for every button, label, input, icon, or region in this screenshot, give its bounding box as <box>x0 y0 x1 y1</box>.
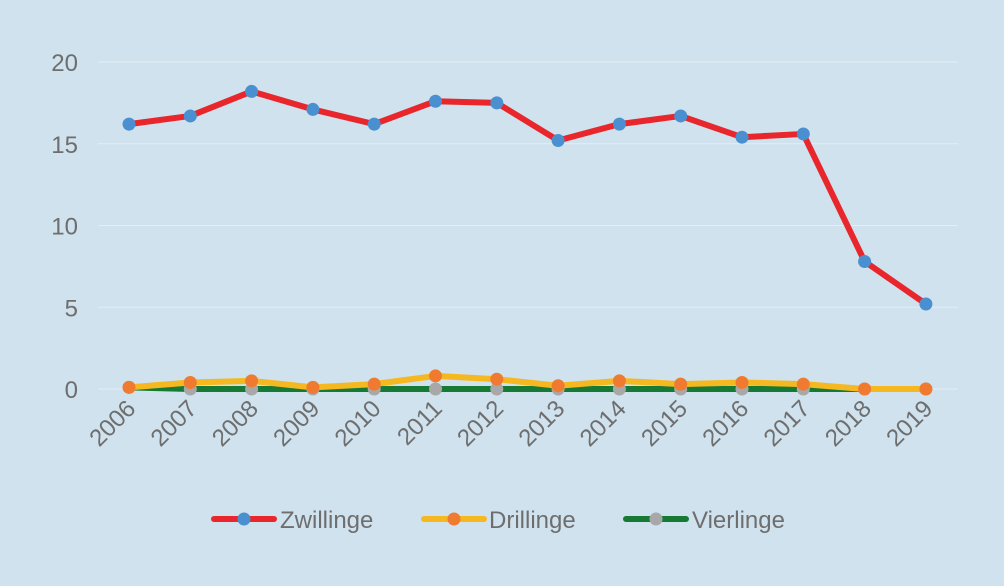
x-tick-label: 2009 <box>268 395 325 452</box>
x-tick-label: 2010 <box>330 395 387 452</box>
x-axis-tick-labels: 2006 2007 2008 2009 2010 2011 2012 2013 2014 2015… <box>84 395 938 452</box>
legend-label: Zwillinge <box>280 507 373 534</box>
data-point <box>612 117 626 131</box>
x-tick-label: 2013 <box>513 395 570 452</box>
data-point <box>122 380 136 394</box>
x-tick-label: 2008 <box>207 395 264 452</box>
x-tick-label: 2016 <box>697 395 754 452</box>
legend-marker <box>649 512 663 526</box>
y-tick-label: 5 <box>65 295 78 322</box>
data-point <box>122 117 136 131</box>
data-point <box>490 372 504 386</box>
y-tick-label: 15 <box>51 132 78 159</box>
series-line <box>126 384 929 392</box>
data-point <box>429 94 442 108</box>
data-point <box>551 379 565 393</box>
data-point <box>490 96 504 110</box>
grid-lines <box>98 61 958 390</box>
series-line <box>126 88 929 307</box>
legend-item-vierlinge: Vierlinge <box>623 507 785 534</box>
data-point <box>674 109 688 123</box>
legend-label: Vierlinge <box>692 507 785 534</box>
legend-marker <box>447 512 461 526</box>
legend-label: Drillinge <box>489 507 576 534</box>
data-point <box>858 382 872 396</box>
data-point <box>429 369 442 383</box>
x-tick-label: 2011 <box>392 395 448 451</box>
data-point <box>919 382 933 396</box>
data-point <box>735 375 749 389</box>
data-point <box>367 117 381 131</box>
series-drillinge <box>122 369 933 396</box>
data-point <box>429 382 442 396</box>
series-zwillinge <box>122 84 933 311</box>
series-line <box>126 372 929 392</box>
data-point <box>796 377 810 391</box>
data-point <box>183 375 197 389</box>
x-tick-label: 2014 <box>575 395 632 452</box>
legend-item-drillinge: Drillinge <box>421 507 576 534</box>
y-tick-label: 20 <box>51 50 78 77</box>
legend: Zwillinge Drillinge Vierlinge <box>211 507 785 534</box>
series-layer <box>122 84 933 396</box>
legend-item-zwillinge: Zwillinge <box>211 507 373 534</box>
data-point <box>306 380 320 394</box>
x-tick-label: 2007 <box>146 395 203 452</box>
data-point <box>919 297 933 311</box>
data-point <box>796 127 810 141</box>
y-axis-tick-labels: 0 5 10 15 20 <box>51 50 78 404</box>
x-tick-label: 2019 <box>881 395 938 452</box>
data-point <box>612 374 626 388</box>
data-point <box>367 377 381 391</box>
y-tick-label: 0 <box>65 377 78 404</box>
data-point <box>735 130 749 144</box>
data-point <box>858 254 872 268</box>
data-point <box>551 133 565 147</box>
y-tick-label: 10 <box>51 214 78 241</box>
legend-marker <box>237 512 251 526</box>
data-point <box>674 377 688 391</box>
data-point <box>183 109 197 123</box>
x-tick-label: 2012 <box>452 395 509 452</box>
x-tick-label: 2018 <box>820 395 877 452</box>
data-point <box>490 382 504 396</box>
data-point <box>306 102 320 116</box>
data-point <box>245 84 259 98</box>
x-tick-label: 2015 <box>636 395 693 452</box>
x-tick-label: 2006 <box>84 395 141 452</box>
data-point <box>245 374 259 388</box>
x-tick-label: 2017 <box>759 395 816 452</box>
